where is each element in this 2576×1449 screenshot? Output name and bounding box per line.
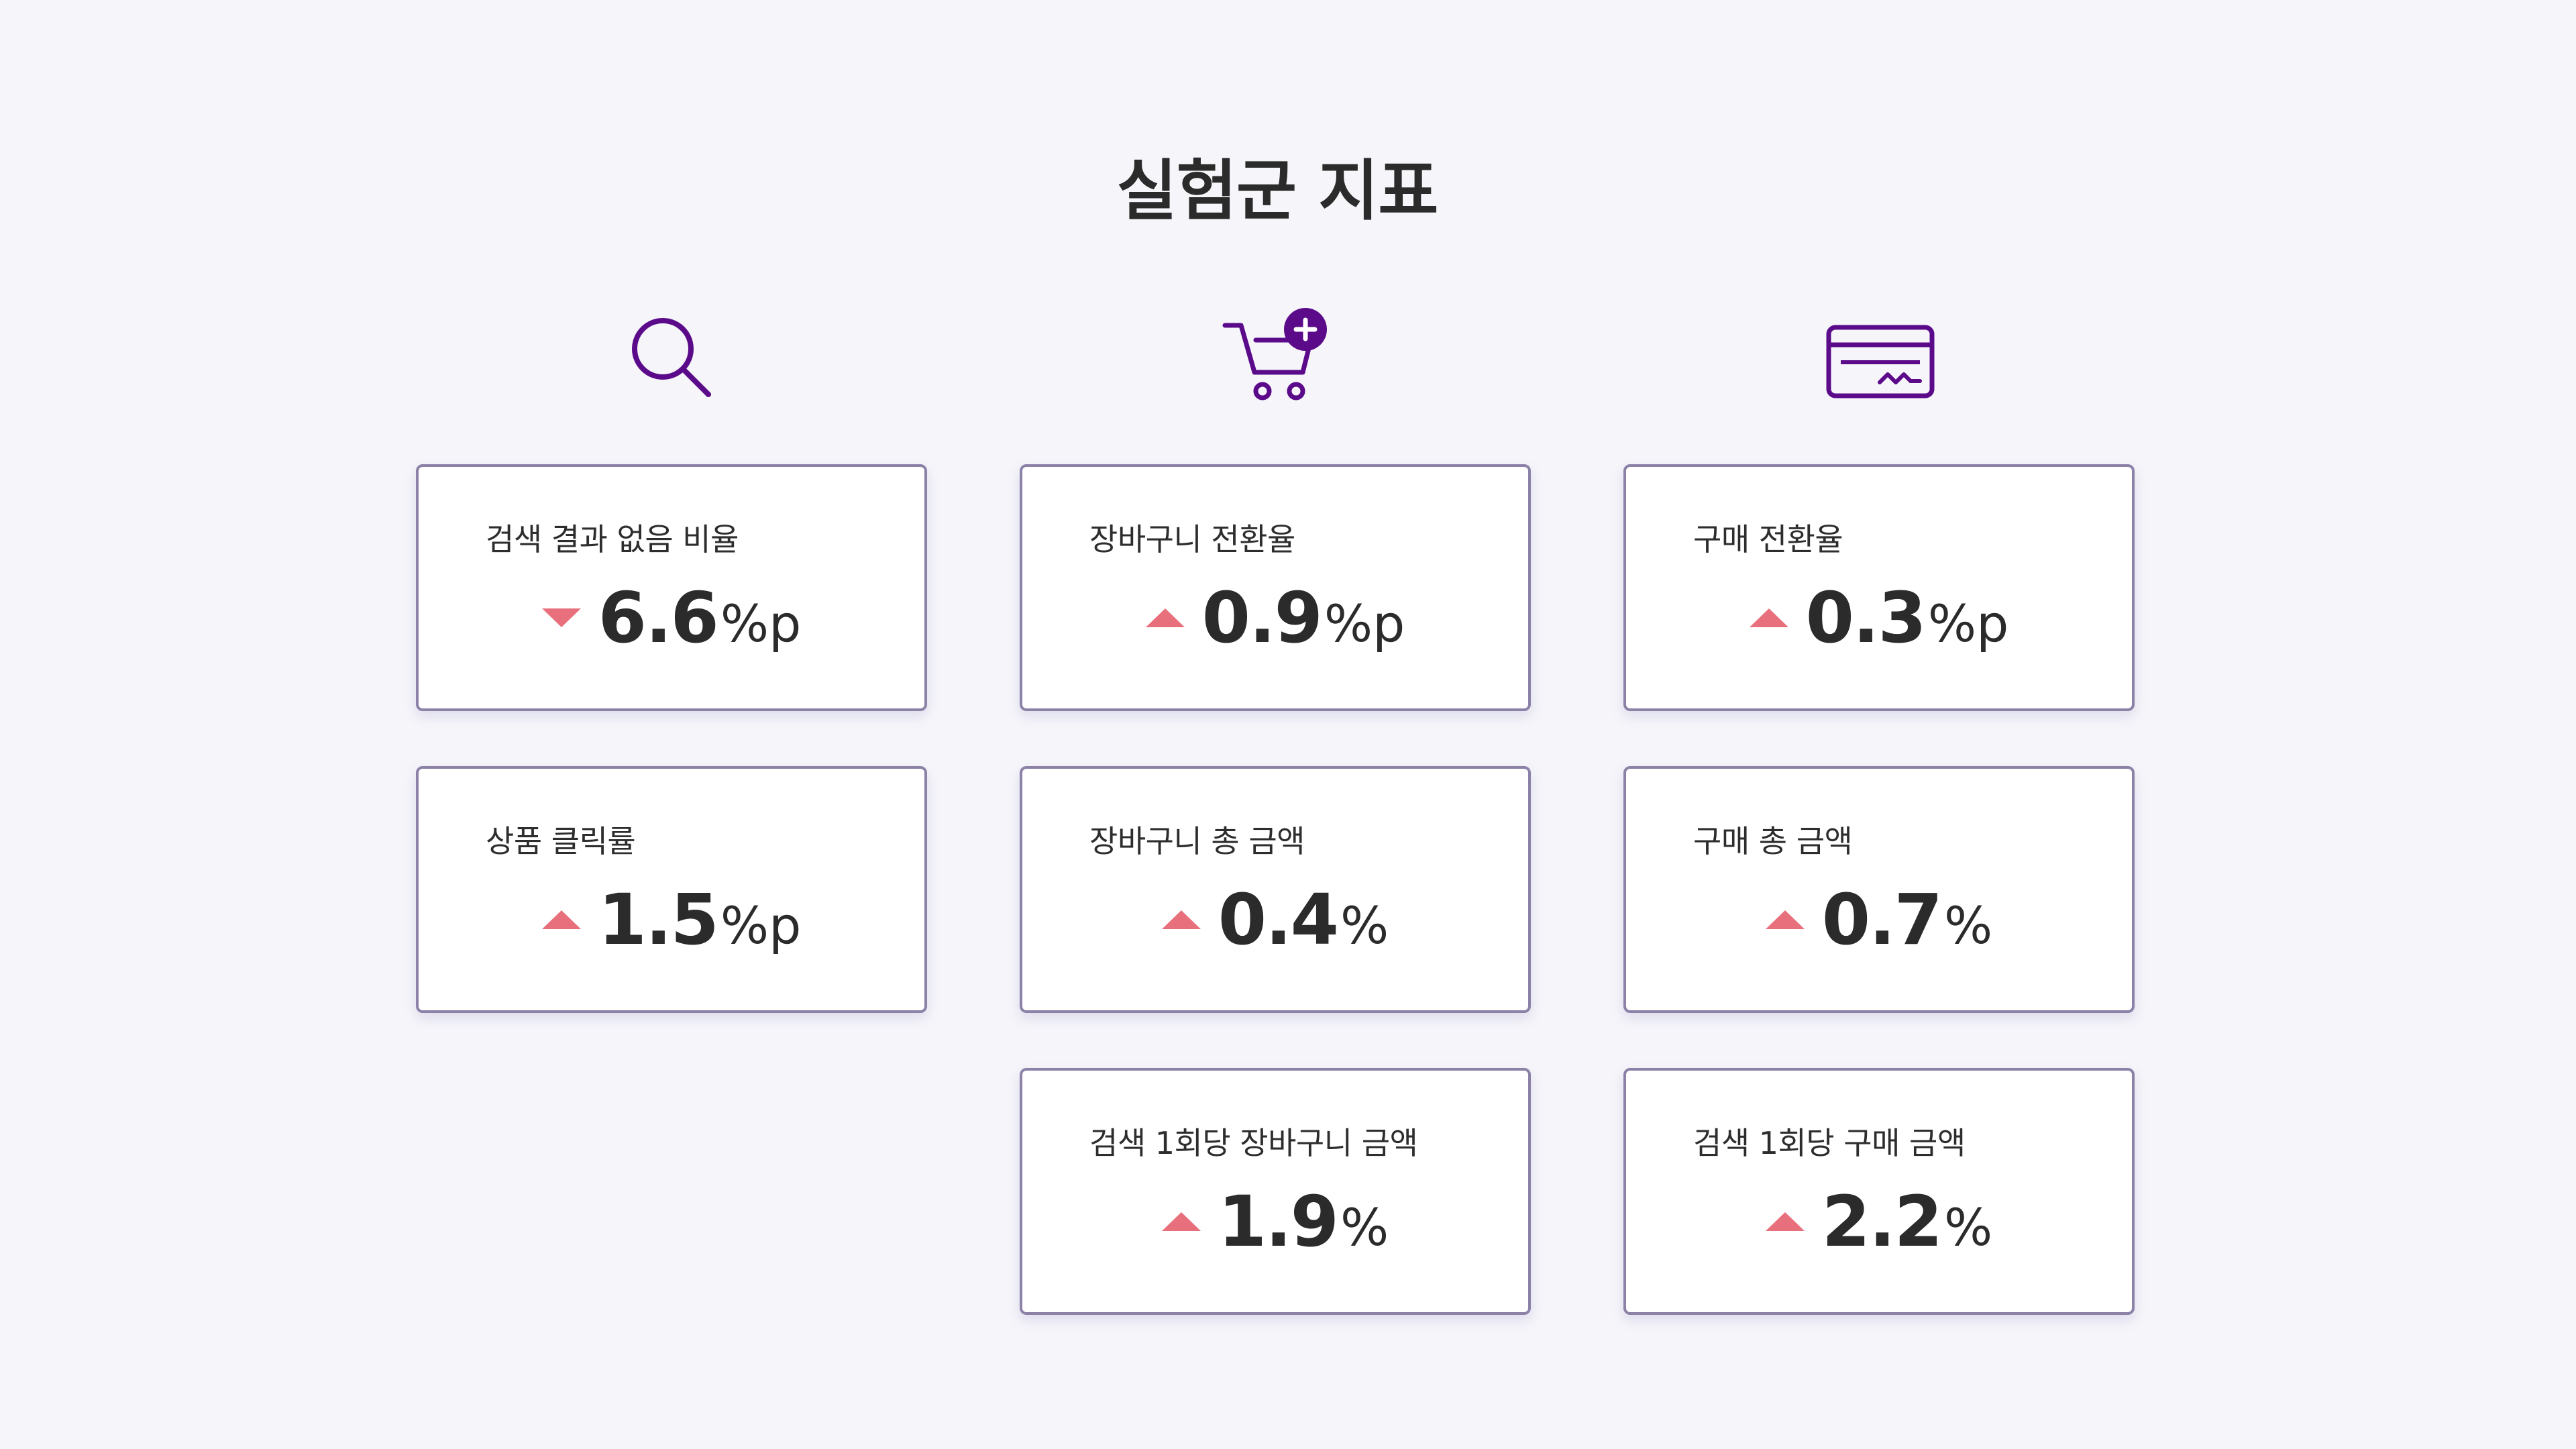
- metric-label: 구매 전환율: [1693, 521, 1843, 557]
- metric-value-row: 0.3 %p: [1626, 577, 2132, 659]
- metric-label: 장바구니 총 금액: [1089, 823, 1305, 859]
- trend-up-icon: [1145, 608, 1185, 627]
- metric-value-row: 2.2 %: [1626, 1181, 2132, 1263]
- metric-card-cart-amount-per-search: 검색 1회당 장바구니 금액 1.9 %: [1020, 1068, 1531, 1315]
- metric-value-row: 1.5 %p: [419, 879, 924, 961]
- metric-unit: %: [1944, 895, 1993, 955]
- metric-unit: %p: [720, 895, 802, 955]
- metric-card-product-click-rate: 상품 클릭률 1.5 %p: [416, 766, 927, 1013]
- metric-unit: %p: [1927, 593, 2009, 653]
- trend-up-icon: [1765, 1212, 1805, 1231]
- trend-up-icon: [1749, 608, 1788, 627]
- metric-card-purchase-total-amount: 구매 총 금액 0.7 %: [1623, 766, 2135, 1013]
- metric-value: 6.6: [598, 577, 719, 659]
- metric-label: 검색 결과 없음 비율: [486, 521, 739, 557]
- trend-down-icon: [541, 608, 581, 627]
- metric-label: 장바구니 전환율: [1089, 521, 1295, 557]
- metric-card-purchase-conversion-rate: 구매 전환율 0.3 %p: [1623, 464, 2135, 711]
- search-icon: [632, 318, 711, 397]
- metric-value: 0.3: [1805, 577, 1927, 659]
- metric-value: 0.9: [1201, 577, 1323, 659]
- metric-card-no-result-rate: 검색 결과 없음 비율 6.6 %p: [416, 464, 927, 711]
- metric-unit: %: [1340, 1197, 1389, 1257]
- metric-unit: %: [1340, 895, 1389, 955]
- metric-card-cart-total-amount: 장바구니 총 금액 0.4 %: [1020, 766, 1531, 1013]
- metric-label: 상품 클릭률: [486, 823, 636, 859]
- credit-card-icon: [1826, 325, 1935, 398]
- trend-up-icon: [541, 910, 581, 929]
- metric-card-cart-conversion-rate: 장바구니 전환율 0.9 %p: [1020, 464, 1531, 711]
- metric-card-purchase-amount-per-search: 검색 1회당 구매 금액 2.2 %: [1623, 1068, 2135, 1315]
- metric-value: 2.2: [1821, 1181, 1943, 1263]
- trend-up-icon: [1161, 1212, 1201, 1231]
- metric-unit: %p: [720, 593, 802, 653]
- trend-up-icon: [1765, 910, 1805, 929]
- metric-label: 검색 1회당 구매 금액: [1693, 1125, 1966, 1161]
- trend-up-icon: [1161, 910, 1201, 929]
- metric-value: 1.5: [598, 879, 719, 961]
- cart-add-icon: [1222, 308, 1327, 400]
- metric-value-row: 0.9 %p: [1022, 577, 1528, 659]
- metric-value-row: 6.6 %p: [419, 577, 924, 659]
- metric-unit: %p: [1324, 593, 1405, 653]
- metric-value: 1.9: [1218, 1181, 1339, 1263]
- metric-value-row: 0.7 %: [1626, 879, 2132, 961]
- metric-value-row: 0.4 %: [1022, 879, 1528, 961]
- metric-label: 구매 총 금액: [1693, 823, 1853, 859]
- metric-value: 0.7: [1821, 879, 1943, 961]
- metric-value: 0.4: [1218, 879, 1339, 961]
- metric-label: 검색 1회당 장바구니 금액: [1089, 1125, 1418, 1161]
- page-title: 실험군 지표: [1116, 153, 1439, 229]
- metric-unit: %: [1944, 1197, 1993, 1257]
- metric-value-row: 1.9 %: [1022, 1181, 1528, 1263]
